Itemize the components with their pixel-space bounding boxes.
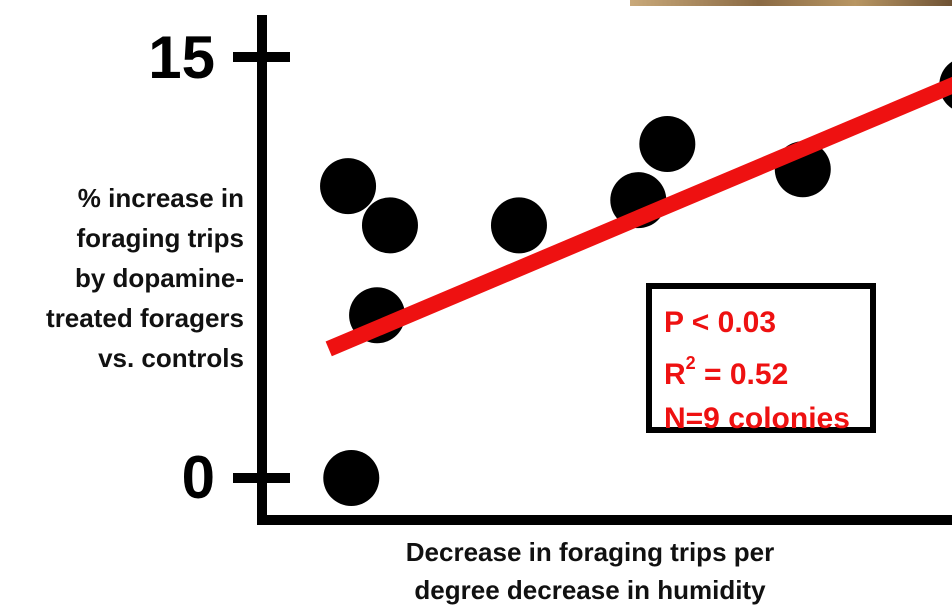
y-axis-label-line: % increase in xyxy=(77,183,244,213)
y-tick-label-15: 15 xyxy=(148,24,215,91)
y-axis-label-line: by dopamine- xyxy=(74,263,244,293)
y-axis-label-line: treated foragers xyxy=(46,303,244,333)
data-point-4 xyxy=(323,450,380,506)
data-point-1 xyxy=(320,158,377,215)
data-points xyxy=(320,61,952,506)
y-tick-label-0: 0 xyxy=(182,444,215,511)
y-axis-label-line: vs. controls xyxy=(98,343,244,373)
data-point-5 xyxy=(490,197,547,254)
y-axis-label: % increase in foraging trips by dopamine… xyxy=(0,178,244,378)
n-colonies-text: N=9 colonies xyxy=(664,402,850,435)
r-superscript: 2 xyxy=(685,353,696,373)
fit-line-group xyxy=(325,76,952,357)
data-point-7 xyxy=(639,116,696,173)
r-value: = 0.52 xyxy=(695,358,789,391)
stats-box: P < 0.03 R2 = 0.52 N=9 colonies xyxy=(646,283,876,435)
x-axis-label-line: Decrease in foraging trips per xyxy=(405,537,775,567)
r-squared-text: R2 = 0.52 xyxy=(664,345,870,397)
x-axis-label-line: degree decrease in humidity xyxy=(414,575,766,605)
y-axis-label-line: foraging trips xyxy=(76,223,244,253)
x-axis-label: Decrease in foraging trips per degree de… xyxy=(300,533,880,609)
p-value-text: P < 0.03 xyxy=(664,306,777,339)
axes: 15 0 xyxy=(148,15,952,525)
corner-photo-strip xyxy=(630,0,952,6)
regression-line xyxy=(325,76,952,357)
data-point-2 xyxy=(361,197,418,254)
r-label: R xyxy=(664,358,686,391)
